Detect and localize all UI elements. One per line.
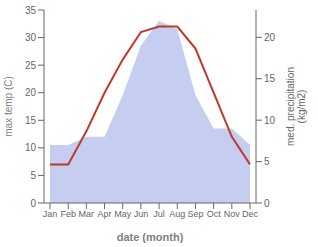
- svg-text:Aug: Aug: [169, 209, 185, 219]
- svg-text:5: 5: [30, 170, 36, 181]
- svg-text:med. precipitation(kg/m2): med. precipitation(kg/m2): [285, 67, 307, 146]
- svg-text:20: 20: [264, 32, 276, 43]
- svg-text:Feb: Feb: [60, 209, 76, 219]
- svg-text:Sep: Sep: [187, 209, 203, 219]
- svg-text:15: 15: [264, 73, 276, 84]
- svg-text:0: 0: [30, 198, 36, 209]
- svg-text:Jul: Jul: [153, 209, 165, 219]
- svg-text:Dec: Dec: [242, 209, 259, 219]
- svg-text:5: 5: [264, 156, 270, 167]
- svg-text:max temp (C): max temp (C): [3, 76, 14, 137]
- svg-text:May: May: [114, 209, 132, 219]
- svg-text:Apr: Apr: [98, 209, 112, 219]
- svg-text:15: 15: [25, 115, 37, 126]
- svg-text:30: 30: [25, 32, 37, 43]
- svg-text:Jun: Jun: [134, 209, 149, 219]
- svg-text:10: 10: [25, 142, 37, 153]
- svg-text:10: 10: [264, 115, 276, 126]
- svg-text:Oct: Oct: [207, 209, 222, 219]
- svg-text:20: 20: [25, 87, 37, 98]
- svg-text:25: 25: [25, 60, 37, 71]
- svg-text:Jan: Jan: [43, 209, 58, 219]
- svg-text:35: 35: [25, 5, 37, 16]
- svg-text:Nov: Nov: [224, 209, 241, 219]
- svg-text:date (month): date (month): [117, 231, 184, 243]
- svg-text:0: 0: [264, 198, 270, 209]
- svg-text:Mar: Mar: [79, 209, 95, 219]
